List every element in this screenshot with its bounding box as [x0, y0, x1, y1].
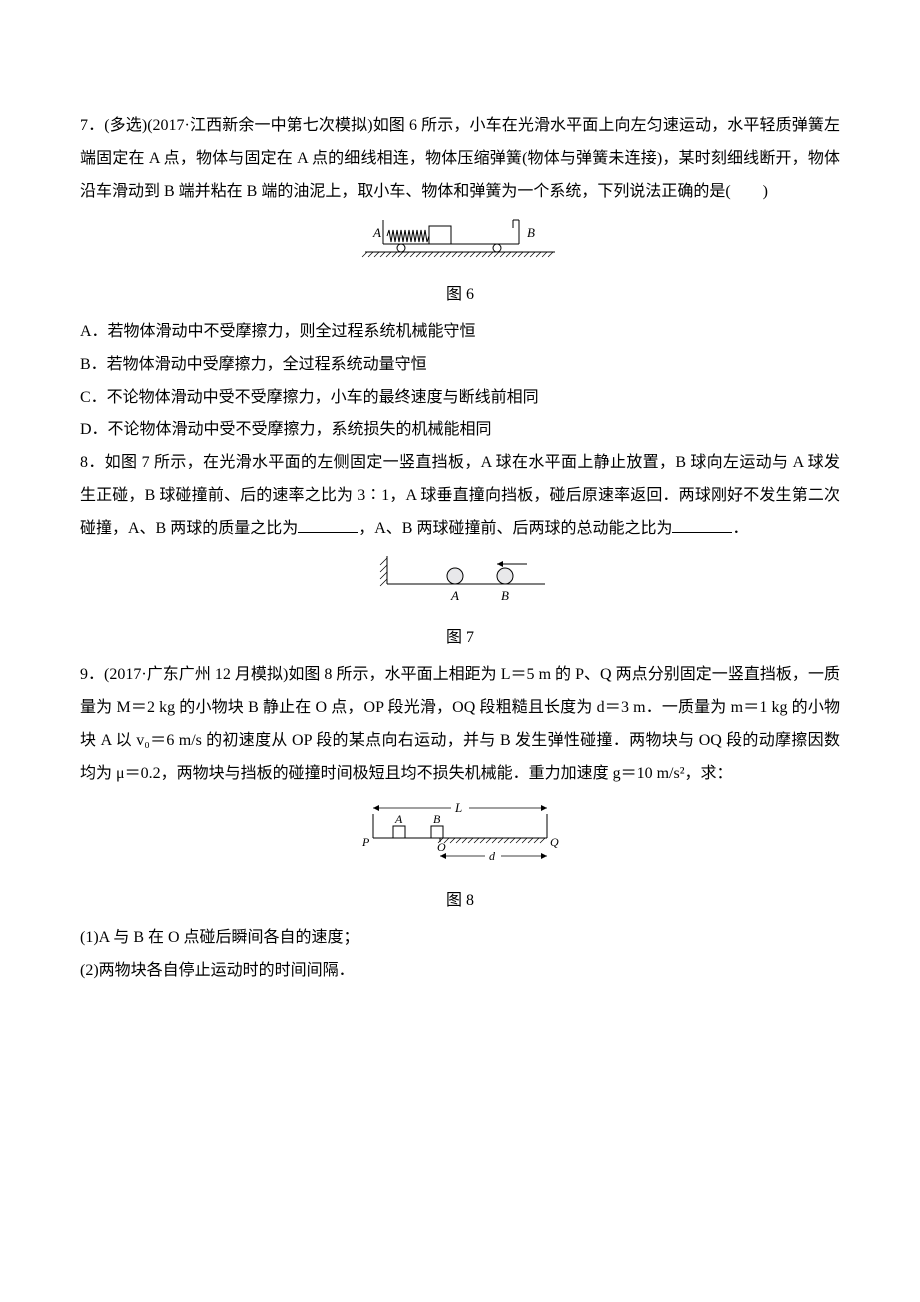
q9-label-A: A [394, 812, 403, 826]
q9-caption: 图 8 [80, 885, 840, 918]
q9-label-P: P [361, 835, 370, 849]
q7-label-A: A [372, 225, 381, 240]
q9-label-Q: Q [550, 835, 559, 849]
q9-label-O: O [437, 840, 446, 854]
q7-choice-A: A．若物体滑动中不受摩擦力，则全过程系统机械能守恒 [80, 316, 840, 349]
q9-label-L: L [454, 800, 462, 815]
q9-sub2: (2)两物块各自停止运动时的时间间隔． [80, 955, 840, 988]
q9-label-B: B [433, 812, 441, 826]
q8-figure: A B [80, 554, 840, 619]
q8-label-A: A [450, 588, 459, 603]
q9-label-d: d [489, 849, 496, 863]
q8-blank-1[interactable] [298, 517, 358, 533]
q7-choice-D: D．不论物体滑动中受不受摩擦力，系统损失的机械能相同 [80, 414, 840, 447]
q8-label-B: B [501, 588, 509, 603]
q8-caption: 图 7 [80, 622, 840, 655]
q8-text-b: ，A、B 两球碰撞前、后两球的总动能之比为 [358, 520, 672, 537]
q7-text: 7．(多选)(2017·江西新余一中第七次模拟)如图 6 所示，小车在光滑水平面… [80, 110, 840, 208]
q9-sub1: (1)A 与 B 在 O 点碰后瞬间各自的速度； [80, 922, 840, 955]
q7-choice-C: C．不论物体滑动中受不受摩擦力，小车的最终速度与断线前相同 [80, 382, 840, 415]
q8-blank-2[interactable] [672, 517, 732, 533]
q7-choice-B: B．若物体滑动中受摩擦力，全过程系统动量守恒 [80, 349, 840, 382]
q9-figure: L A B P Q O [80, 798, 840, 881]
q9-text: 9．(2017·广东广州 12 月模拟)如图 8 所示，水平面上相距为 L＝5 … [80, 659, 840, 790]
q7-caption: 图 6 [80, 279, 840, 312]
q8-text-c: ． [732, 520, 748, 537]
q8-text: 8．如图 7 所示，在光滑水平面的左侧固定一竖直挡板，A 球在水平面上静止放置，… [80, 447, 840, 545]
q7-choices: A．若物体滑动中不受摩擦力，则全过程系统机械能守恒 B．若物体滑动中受摩擦力，全… [80, 316, 840, 447]
q7-label-B: B [527, 225, 535, 240]
q7-figure: A B [80, 216, 840, 275]
